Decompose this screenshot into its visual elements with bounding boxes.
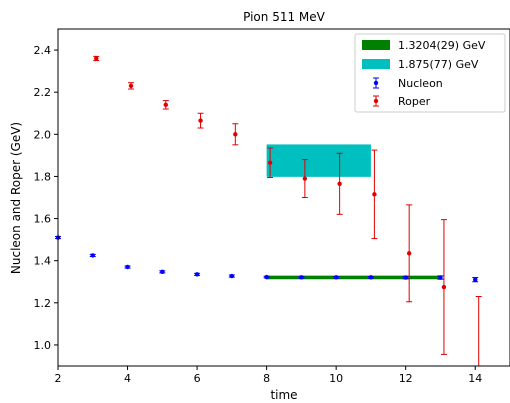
legend-label-roper: Roper <box>398 95 431 108</box>
legend-marker-nucleon <box>373 77 379 89</box>
roper-point-7 <box>301 159 308 198</box>
legend-swatch-cyan-band <box>362 59 390 69</box>
nucleon-marker <box>368 275 374 280</box>
x-tick-label: 6 <box>194 372 201 385</box>
band-nucleon-fit <box>266 275 441 280</box>
x-tick-label: 12 <box>399 372 413 385</box>
nucleon-marker <box>438 275 443 280</box>
legend-marker-roper <box>373 95 379 107</box>
nucleon-marker <box>194 272 200 277</box>
band-roper-fit <box>266 144 371 177</box>
nucleon-marker <box>473 277 478 282</box>
legend-box <box>354 33 506 113</box>
legend: 1.3204(29) GeV 1.875(77) GeV Nucleon Rop… <box>354 33 506 113</box>
plot-frame <box>57 28 510 367</box>
nucleon-point-6 <box>228 273 235 279</box>
roper-point-11 <box>440 219 447 355</box>
legend-swatch-green-band <box>362 40 390 50</box>
legend-label-nucleon: Nucleon <box>398 77 443 90</box>
x-axis-label: time <box>270 388 297 402</box>
axes-ticks: 2 4 6 8 10 12 14 1.0 1.2 1.4 1.6 1.8 2.0 2.2 2.4 <box>34 44 483 385</box>
x-tick-label: 10 <box>329 372 343 385</box>
roper-marker <box>94 56 99 61</box>
nucleon-point-9 <box>333 275 340 280</box>
roper-point-5 <box>232 123 239 146</box>
roper-marker <box>372 192 377 197</box>
y-axis-label: Nucleon and Roper (GeV) <box>9 122 23 274</box>
legend-label-cyan-band: 1.875(77) GeV <box>398 58 479 71</box>
x-tick-label: 14 <box>468 372 482 385</box>
roper-marker <box>267 160 273 165</box>
x-tick-label: 8 <box>263 372 270 385</box>
nucleon-marker <box>403 275 408 280</box>
nucleon-point-8 <box>298 275 305 280</box>
roper-marker <box>441 284 447 290</box>
nucleon-marker <box>299 275 304 280</box>
nucleon-marker <box>333 275 339 280</box>
plot-area <box>55 55 482 366</box>
roper-marker <box>198 118 203 123</box>
nucleon-point-13 <box>472 277 479 283</box>
nucleon-point-4 <box>159 269 166 275</box>
y-tick-label: 1.8 <box>34 170 52 183</box>
roper-point-3 <box>162 100 169 110</box>
roper-marker <box>337 181 342 187</box>
nucleon-point-2 <box>89 253 96 258</box>
roper-marker <box>233 132 238 137</box>
y-tick-label: 1.0 <box>34 339 52 352</box>
roper-marker <box>406 251 412 256</box>
nucleon-marker <box>125 264 130 270</box>
x-tick-label: 2 <box>55 372 62 385</box>
y-tick-label: 1.2 <box>34 297 52 310</box>
y-tick-label: 2.2 <box>34 86 52 99</box>
roper-marker <box>302 176 308 181</box>
chart-title: Pion 511 MeV <box>243 10 326 24</box>
y-tick-label: 1.6 <box>34 213 52 226</box>
nucleon-point-10 <box>367 275 374 280</box>
roper-point-6 <box>267 147 274 178</box>
roper-marker <box>128 83 134 89</box>
roper-point-8 <box>336 152 343 215</box>
nucleon-point-3 <box>124 264 131 270</box>
roper-marker <box>163 102 168 108</box>
nucleon-point-12 <box>437 275 444 280</box>
nucleon-marker <box>264 274 269 280</box>
roper-point-2 <box>128 82 135 90</box>
y-tick-label: 2.0 <box>34 128 52 141</box>
roper-point-9 <box>371 149 378 240</box>
roper-point-1 <box>93 55 100 62</box>
roper-point-10 <box>406 204 413 303</box>
legend-label-green-band: 1.3204(29) GeV <box>398 39 486 52</box>
x-tick-label: 4 <box>124 372 131 385</box>
nucleon-point-7 <box>263 274 270 280</box>
nucleon-point-5 <box>194 272 201 277</box>
nucleon-point-11 <box>402 275 409 280</box>
nucleon-marker <box>90 253 95 258</box>
roper-point-4 <box>197 112 204 129</box>
y-tick-label: 2.4 <box>34 44 52 57</box>
roper-point-12 <box>475 295 482 366</box>
y-tick-label: 1.4 <box>34 255 52 268</box>
nucleon-marker <box>229 273 235 279</box>
nucleon-marker <box>160 269 165 275</box>
